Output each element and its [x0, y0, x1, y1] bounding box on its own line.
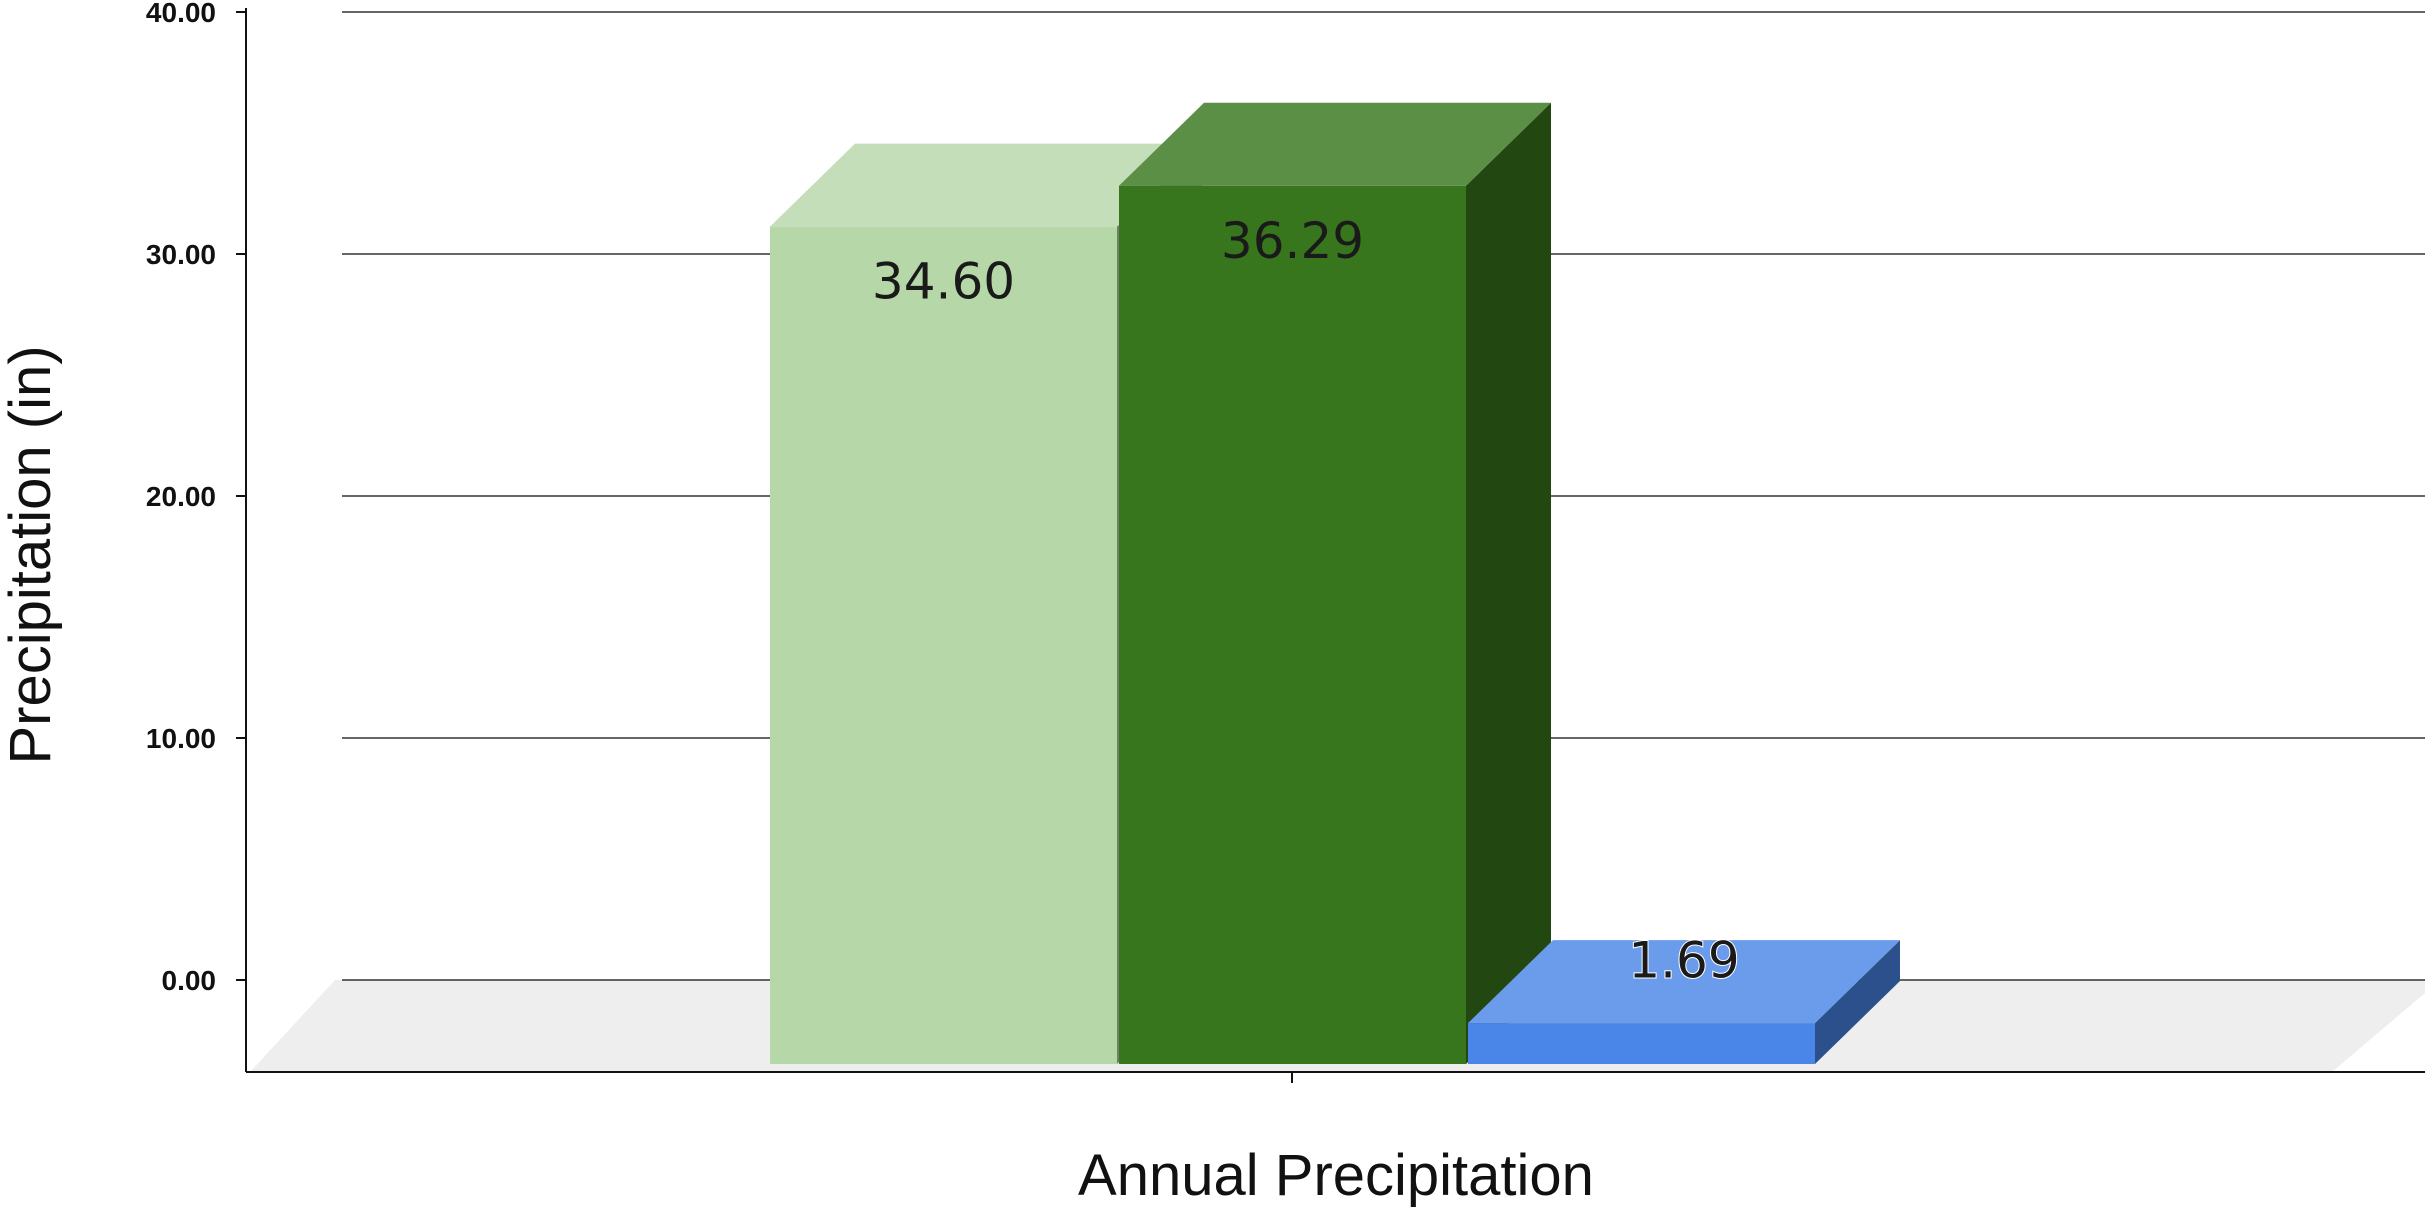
- data-label-1: 34.60: [872, 253, 1015, 311]
- data-label-3: 1.69: [1628, 932, 1739, 990]
- y-tick-label: 40.00: [146, 0, 216, 28]
- y-tick-label: 10.00: [146, 723, 216, 754]
- y-tick-label: 20.00: [146, 481, 216, 512]
- bar-top-face: [1119, 102, 1551, 186]
- data-labels: 34.60 36.29 1.69: [872, 212, 1741, 991]
- bar-side-face: [1815, 940, 1900, 1064]
- data-label-2: 36.29: [1221, 212, 1364, 270]
- bar-front-face: [1119, 185, 1466, 1065]
- bar-front-face: [770, 226, 1117, 1064]
- bar-3: [1468, 940, 1900, 1064]
- y-axis-title: Precipitation (in): [0, 345, 63, 764]
- y-tick-label: 30.00: [146, 239, 216, 270]
- bars: [770, 102, 1900, 1065]
- bar-front-face: [1468, 1023, 1815, 1064]
- y-tick-labels: 0.00 10.00 20.00 30.00 40.00: [146, 0, 216, 996]
- bar-top-face: [770, 143, 1202, 227]
- bar-top-face: [1468, 940, 1900, 1024]
- y-tick-label: 0.00: [162, 965, 217, 996]
- bar-side-face: [1466, 102, 1551, 1065]
- bar-2: [1119, 102, 1551, 1065]
- x-axis-title: Annual Precipitation: [1078, 1143, 1594, 1208]
